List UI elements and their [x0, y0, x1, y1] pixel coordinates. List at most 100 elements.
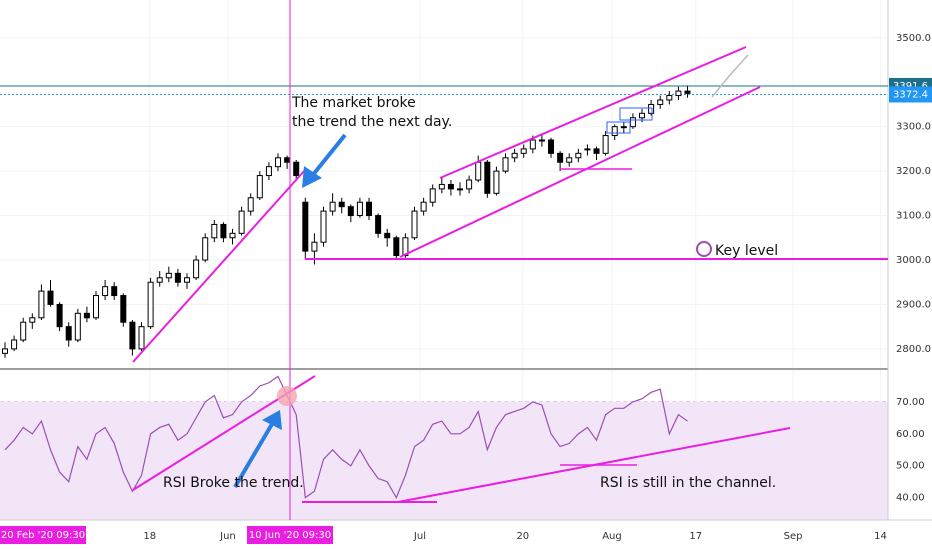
candle-body: [165, 272, 172, 279]
highlight-box: [606, 121, 631, 134]
candle-body: [56, 303, 63, 328]
y-tick-label: 3500.0: [896, 33, 931, 44]
candle-body: [284, 157, 291, 163]
candle-body: [648, 103, 655, 114]
rsi-band: [0, 401, 888, 520]
candle-body: [566, 157, 573, 163]
candle-body: [20, 321, 27, 341]
candle-body: [584, 148, 591, 151]
candle-body: [429, 188, 436, 203]
crosshair-label-box: [247, 526, 333, 544]
x-tick-label: Aug: [602, 531, 622, 542]
candle-body: [575, 152, 582, 159]
channel-line: [439, 46, 747, 179]
y-tick-label: 3300.0: [896, 122, 931, 133]
candle-body: [174, 272, 181, 283]
candle-body: [457, 188, 464, 191]
candle-body: [447, 183, 454, 190]
candle-body: [120, 295, 127, 323]
candle-body: [11, 339, 18, 350]
crosshair-label: 10 Jun '20 09:30: [249, 530, 331, 541]
candle-body: [411, 210, 418, 239]
candle-body: [265, 166, 272, 177]
candle-body: [484, 161, 491, 194]
y-tick-label: 2800.0: [896, 344, 931, 355]
candle-body: [193, 259, 200, 279]
price-label: 3391.6: [893, 81, 928, 92]
candle-body: [229, 232, 236, 239]
candle-body: [611, 126, 618, 137]
highlight-circle: [277, 386, 297, 406]
annotation: RSI is still in the channel.: [600, 475, 776, 491]
arrow: [233, 422, 274, 489]
candle-body: [666, 95, 673, 101]
candle-body: [420, 201, 427, 212]
candle-body: [602, 135, 609, 154]
arrow-head: [262, 410, 282, 430]
y-tick-label: 3100.0: [896, 211, 931, 222]
candle-body: [475, 161, 482, 181]
candle-body: [493, 170, 500, 194]
x-tick-label: 14: [874, 531, 887, 542]
candle-body: [47, 290, 54, 305]
candle-body: [83, 312, 90, 319]
arrow-head: [302, 166, 322, 188]
crosshair-label-box: [0, 526, 86, 544]
candle-body: [393, 237, 400, 257]
marks: [0, 85, 888, 500]
candle-body: [211, 223, 218, 239]
candle-body: [74, 312, 81, 341]
candle-body: [529, 139, 536, 150]
candle-body: [311, 241, 318, 252]
candle-body: [502, 157, 509, 172]
x-tick-label: Jun: [219, 531, 236, 542]
y-tick-label: 50.00: [896, 461, 925, 472]
candle-body: [329, 201, 336, 212]
candle-body: [629, 117, 636, 128]
candle-body: [675, 90, 682, 97]
candle-body: [147, 281, 154, 328]
candle-body: [639, 112, 646, 119]
y-tick-label: 3000.0: [896, 255, 931, 266]
candle-body: [538, 139, 545, 142]
x-tick-label: 17: [689, 531, 702, 542]
y-tick-label: 40.00: [896, 493, 925, 504]
candle-body: [202, 237, 209, 261]
candle-body: [657, 99, 664, 105]
drawings: [132, 0, 888, 520]
candle-body: [320, 210, 327, 243]
candle-body: [620, 126, 627, 129]
candle-body: [256, 175, 263, 199]
x-tick-label: Sep: [784, 531, 803, 542]
candle-body: [38, 290, 45, 319]
x-tick-label: 18: [143, 531, 156, 542]
projection: [711, 54, 749, 98]
channel-line: [399, 86, 761, 258]
candle-body: [102, 286, 109, 297]
y-tick-label: 2900.0: [896, 299, 931, 310]
y-tick-label: 70.00: [896, 397, 925, 408]
candle-body: [138, 326, 145, 350]
annotation: RSI Broke the trend.: [163, 475, 304, 491]
candle-body: [293, 161, 300, 177]
candle-body: [375, 215, 382, 234]
candle-body: [402, 237, 409, 257]
candle-body: [2, 348, 9, 354]
trend-line: [132, 169, 306, 363]
annotation: Key level: [715, 243, 778, 259]
candle-body: [356, 201, 363, 217]
candle-body: [238, 210, 245, 234]
candle-body: [129, 321, 136, 350]
candle-body: [184, 277, 191, 283]
annotation: the trend the next day.: [292, 114, 452, 130]
candle-body: [438, 183, 445, 190]
candle-body: [111, 286, 118, 297]
candle-body: [548, 139, 555, 154]
candle-body: [520, 148, 527, 154]
y-tick-label: 60.00: [896, 429, 925, 440]
rsi-line: [4, 375, 688, 500]
candle-body: [275, 157, 282, 168]
candle-body: [366, 201, 373, 217]
candle-body: [156, 277, 163, 283]
